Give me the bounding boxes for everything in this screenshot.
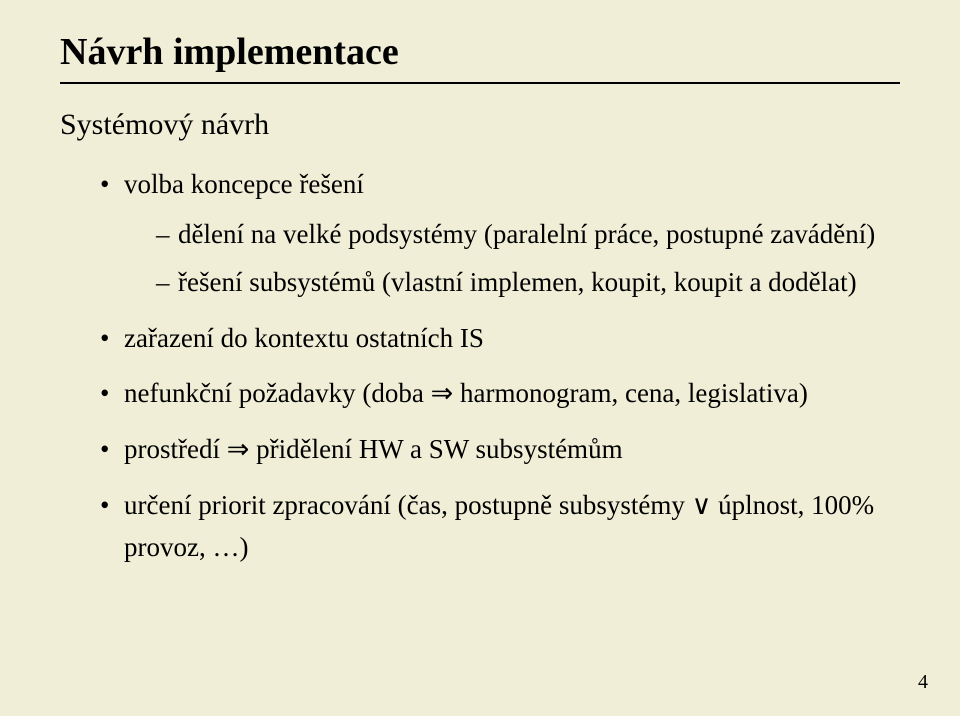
list-item: určení priorit zpracování (čas, postupně… [100, 485, 900, 569]
slide: Návrh implementace Systémový návrh volba… [0, 0, 960, 716]
sub-list-item: řešení subsystémů (vlastní implemen, kou… [156, 262, 900, 304]
list-item: volba koncepce řešení dělení na velké po… [100, 164, 900, 304]
page-number: 4 [918, 671, 928, 694]
list-item: nefunkční požadavky (doba ⇒ harmonogram,… [100, 373, 900, 415]
list-item-text: volba koncepce řešení [124, 169, 364, 199]
list-item: prostředí ⇒ přidělení HW a SW subsystémů… [100, 429, 900, 471]
bullet-list: volba koncepce řešení dělení na velké po… [100, 164, 900, 569]
list-item: zařazení do kontextu ostatních IS [100, 318, 900, 360]
slide-title: Návrh implementace [60, 30, 900, 76]
title-underline [60, 82, 900, 84]
sub-list: dělení na velké podsystémy (paralelní pr… [156, 214, 900, 304]
slide-subtitle: Systémový návrh [60, 108, 900, 142]
sub-list-item: dělení na velké podsystémy (paralelní pr… [156, 214, 900, 256]
